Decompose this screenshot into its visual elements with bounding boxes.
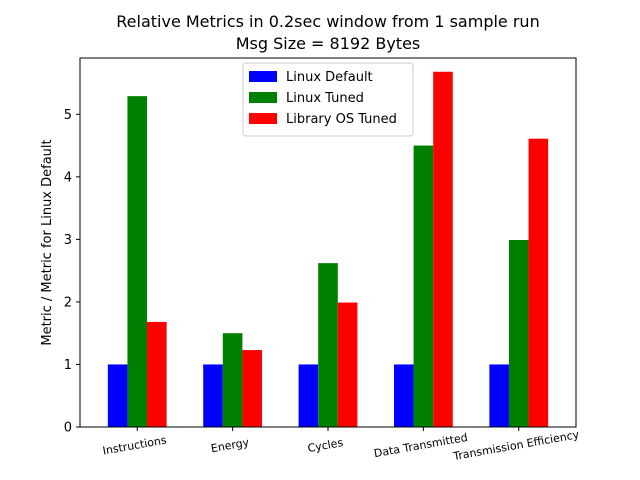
legend-swatch [249, 92, 277, 103]
x-tick-label: Energy [210, 436, 251, 456]
y-axis: 0 1 2 3 4 5 [64, 108, 80, 436]
chart-title: Relative Metrics in 0.2sec window from 1… [116, 12, 539, 31]
bar [489, 364, 509, 427]
bar [203, 364, 223, 427]
bar [508, 239, 529, 427]
x-tick-label: Transmission Efficiency [451, 428, 580, 463]
chart-subtitle: Msg Size = 8192 Bytes [236, 34, 421, 53]
legend-label: Library OS Tuned [286, 112, 397, 127]
bar [127, 96, 148, 427]
plot-area [107, 71, 549, 427]
bar [528, 138, 549, 427]
y-tick-label: 5 [64, 108, 72, 123]
legend-swatch [249, 71, 277, 82]
bar [337, 302, 358, 427]
bar [147, 321, 167, 427]
y-tick-label: 1 [64, 358, 72, 373]
bar [413, 145, 434, 427]
bar [318, 263, 338, 427]
y-tick-label: 2 [64, 295, 72, 310]
legend-swatch [249, 113, 277, 124]
bar [433, 71, 453, 427]
legend-box [242, 62, 414, 137]
bar [242, 350, 263, 427]
bar [107, 364, 128, 427]
legend-label: Linux Default [286, 70, 373, 85]
y-tick-label: 4 [64, 170, 72, 185]
y-tick-label: 0 [64, 421, 72, 436]
y-axis-label: Metric / Metric for Linux Default [40, 139, 55, 345]
x-axis: Instructions Energy Cycles Data Transmitted… [102, 427, 581, 463]
legend-label: Linux Tuned [286, 91, 364, 106]
y-tick-label: 3 [64, 233, 72, 248]
legend: Linux Default Linux Tuned Library OS Tuned [242, 62, 414, 137]
bar [222, 333, 243, 427]
x-tick-label: Cycles [307, 436, 345, 455]
bar [393, 364, 414, 427]
bar [298, 364, 319, 427]
x-tick-label: Instructions [102, 433, 168, 457]
